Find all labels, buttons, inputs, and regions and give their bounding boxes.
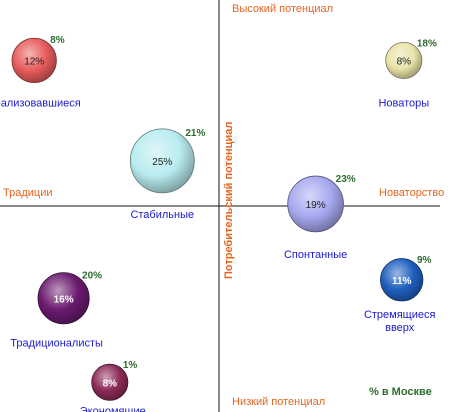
moscow-share-4: 23% [336,174,356,185]
axis-title-vertical: Потребительский потенциал [223,121,235,279]
footnote: % в Москве [369,386,432,398]
bubble-1 [11,37,57,84]
axis-label-top: Высокий потенциал [232,3,334,15]
segment-label-2: Новаторы [378,97,429,109]
bubble-7 [91,363,129,401]
segment-label-3: Стабильные [130,209,194,221]
bubble-value-1: 12% [24,56,44,67]
segment-label-7: Экономящие [80,405,146,412]
axis-label-bottom: Низкий потенциал [232,396,326,408]
bubble-value-5: 11% [392,276,412,287]
moscow-share-2: 18% [417,38,437,49]
bubble-value-2: 8% [397,56,412,67]
moscow-share-5: 9% [417,255,432,266]
bubble-value-3: 25% [152,157,172,168]
bubble-5 [380,258,424,302]
bubble-2 [385,41,423,79]
axis-label-right: Новаторство [379,187,445,199]
segment-label-6: Традиционалисты [10,337,103,349]
segment-label-5: Стремящиеся вверх [364,309,436,334]
bubble-value-6: 16% [54,294,74,305]
moscow-share-7: 1% [123,360,138,371]
segment-label-1: Реализовавшиеся [0,97,81,109]
moscow-share-1: 8% [50,35,65,46]
bubble-3 [129,128,195,194]
segment-label-4: Спонтанные [284,249,347,261]
bubble-value-7: 8% [103,378,118,389]
bubble-6 [37,272,90,325]
bubble-4 [287,175,344,233]
moscow-share-6: 20% [82,270,102,281]
axis-label-left: Традиции [3,187,53,199]
bubble-value-4: 19% [306,200,326,211]
moscow-share-3: 21% [185,128,205,139]
